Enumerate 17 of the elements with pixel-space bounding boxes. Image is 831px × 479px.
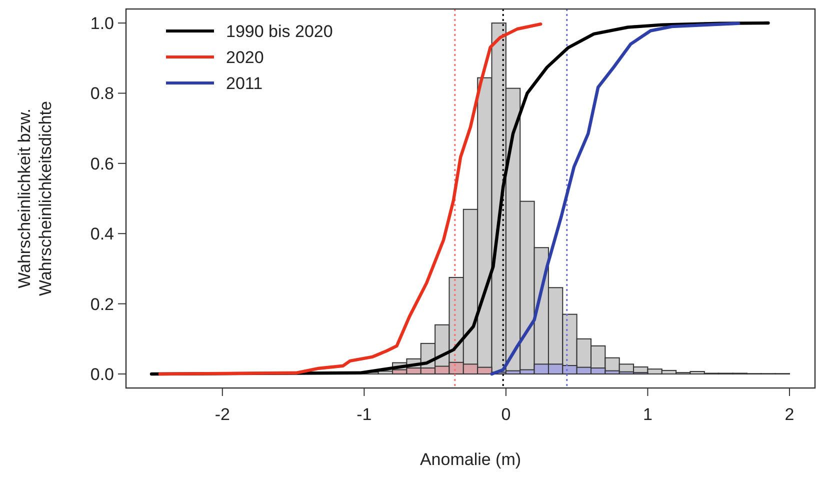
x-tick-label: 1	[642, 405, 652, 424]
x-tick-label: 0	[501, 405, 511, 424]
x-tick-label: -1	[356, 405, 372, 424]
y-tick-label: 0.8	[90, 84, 114, 104]
legend-label: 2011	[226, 74, 263, 93]
y-axis-title: Wahrscheinlichkeit bzw. Wahrscheinlichkeitsdichte	[15, 101, 55, 296]
y-tick-label: 0.4	[90, 224, 114, 244]
x-tick-label: -2	[214, 405, 230, 424]
x-tick-label: 2	[784, 405, 794, 424]
y-tick-label: 0.2	[90, 294, 114, 314]
line-series	[158, 22, 542, 376]
y-tick-label: 0.0	[90, 364, 114, 384]
legend-label: 2020	[226, 48, 264, 67]
legend-label: 1990 bis 2020	[226, 22, 333, 41]
x-axis-title: Anomalie (m)	[420, 450, 522, 469]
y-tick-label: 0.6	[90, 154, 114, 174]
y-tick-label: 1.0	[90, 14, 114, 34]
